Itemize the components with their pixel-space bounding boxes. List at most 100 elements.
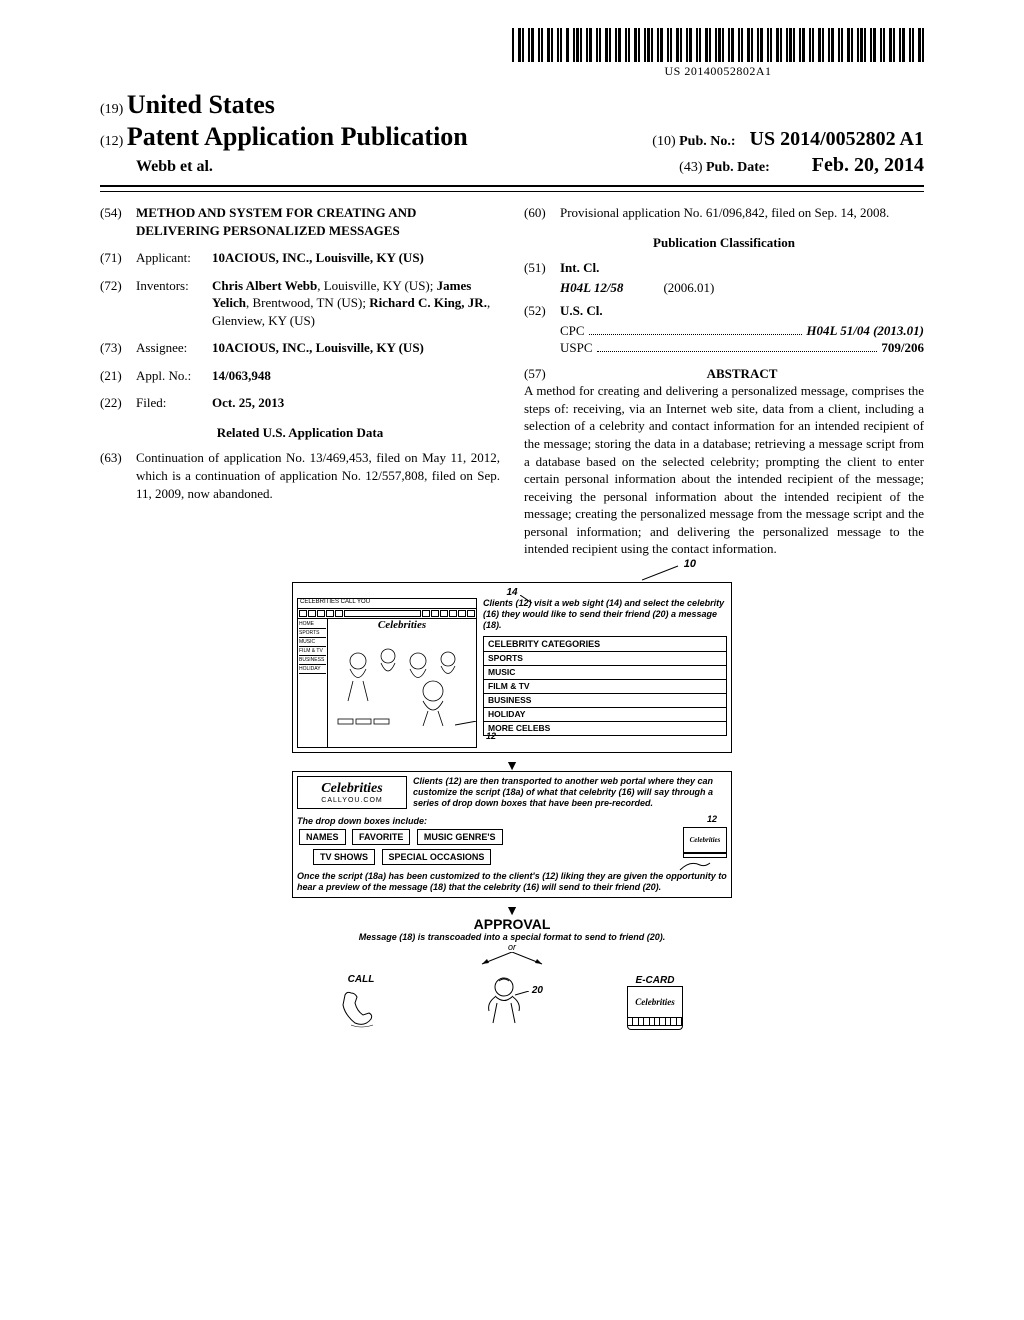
abstract-text: A method for creating and delivering a p… [524,382,924,557]
call-label: CALL [341,974,381,985]
person-icon [479,975,529,1029]
laptop-icon: Celebrities [627,986,683,1030]
pubno: US 2014/0052802 A1 [750,128,924,150]
applicant-text: 10ACIOUS, INC., Louisville, KY (US) [212,250,424,265]
cont-num: (63) [100,449,136,502]
dd-tvshows: TV SHOWS [313,849,375,865]
inventors-label: Inventors: [136,277,212,330]
divider-thick [100,185,924,187]
cat-item: HOLIDAY [484,708,726,722]
browser-sidebar: HOME SPORTS MUSIC FILM & TV BUSINESS HOL… [298,619,328,747]
uspc-val: 709/206 [881,339,924,357]
ref-14: 14 [506,587,517,598]
hand-sketch [675,855,719,875]
ecard-label: E-CARD [627,975,683,986]
barcode-block: US 20140052802A1 [512,28,924,79]
biblio-columns: (54) METHOD AND SYSTEM FOR CREATING AND … [100,204,924,558]
approval-heading: APPROVAL [292,916,732,932]
cpc-val-text: H04L 51/04 (2013.01) [806,323,924,338]
applicant-label: Applicant: [136,249,212,267]
browser-toolbar [298,609,476,619]
mini-logo: Celebrities [635,997,675,1007]
inventor-loc-2: , Brentwood, TN (US); [246,295,369,310]
left-column: (54) METHOD AND SYSTEM FOR CREATING AND … [100,204,500,558]
dd-favorite: FAVORITE [352,829,410,845]
intcl-code: H04L 12/58 [560,279,623,297]
filed-label: Filed: [136,394,212,412]
category-table: CELEBRITY CATEGORIES SPORTS MUSIC FILM &… [483,636,727,736]
intcl-num: (51) [524,259,560,277]
uscl-label: U.S. Cl. [560,302,924,320]
assignee: 10ACIOUS, INC., Louisville, KY (US) [212,339,500,357]
filed: Oct. 25, 2013 [212,394,500,412]
ref-10-leader: 10 [642,564,692,584]
abstract-num: (57) [524,365,560,383]
logo-subtitle: CALLYOU.COM [304,797,400,804]
country-prefix: (19) [100,102,123,117]
filed-num: (22) [100,394,136,412]
side-item: HOME [299,620,326,629]
browser-main: Celebrities [328,619,476,747]
figure-box-2: Celebrities CALLYOU.COM Clients (12) are… [292,771,732,899]
pubno-prefix: (10) [652,134,675,149]
uspc-label: USPC [560,339,593,357]
inventor-loc-1: , Louisville, KY (US); [317,278,436,293]
pubdate-label: Pub. Date: [706,160,770,175]
publication-type: Patent Application Publication [127,122,468,151]
side-item: FILM & TV [299,647,326,656]
abstract-label: ABSTRACT [560,365,924,383]
applno: 14/063,948 [212,367,500,385]
related-apps-title: Related U.S. Application Data [100,424,500,442]
assignee-text: 10ACIOUS, INC., Louisville, KY (US) [212,340,424,355]
dd-names: NAMES [299,829,346,845]
assignee-num: (73) [100,339,136,357]
or-label: or [292,942,732,952]
ref-12b: 12 [707,814,717,824]
side-item: SPORTS [299,629,326,638]
divider-thin [100,191,924,192]
celebrities-logo: Celebrities [304,781,400,797]
delivery-row: CALL [292,974,732,1031]
provisional: Provisional application No. 61/096,842, … [560,204,924,222]
classification-title: Publication Classification [524,234,924,252]
prov-num: (60) [524,204,560,222]
cat-item: MUSIC [484,666,726,680]
side-item: BUSINESS [299,656,326,665]
dotted-leader [597,351,878,352]
cat-item: BUSINESS [484,694,726,708]
uscl-num: (52) [524,302,560,320]
patent-title: METHOD AND SYSTEM FOR CREATING AND DELIV… [136,204,500,239]
computer-icon: Celebrities [683,827,727,858]
inventor-name-1: Chris Albert Webb [212,278,317,293]
applicant-num: (71) [100,249,136,267]
dd-intro: The drop down boxes include: [297,816,727,827]
caption-3: Once the script (18a) has been customize… [297,871,727,894]
title-num: (54) [100,204,136,239]
country: United States [127,90,275,119]
dotted-leader [589,334,803,335]
intcl-date: (2006.01) [663,279,714,297]
browser-mockup: CELEBRITIES CALL YOU HOME SPORTS MUSIC F… [297,598,477,748]
dd-music: MUSIC GENRE'S [417,829,503,845]
patent-header: (19) United States (12) Patent Applicati… [100,90,924,177]
inventor-name-3: Richard C. King, JR. [369,295,487,310]
mini-logo: Celebrities [690,836,721,844]
cat-header: CELEBRITY CATEGORIES [484,637,726,652]
inventors: Chris Albert Webb, Louisville, KY (US); … [212,277,500,330]
cat-item: FILM & TV [484,680,726,694]
pubdate: Feb. 20, 2014 [812,154,924,176]
people-sketch [328,631,473,726]
cpc-label: CPC [560,322,585,340]
ref-20: 20 [532,985,543,996]
figure-box-1: 14 CELEBRITIES CALL YOU HOME SPORTS MUSI… [292,582,732,753]
split-arrow-icon [462,952,562,966]
barcode [512,28,924,62]
approval-subtitle: Message (18) is transcoaded into a speci… [292,932,732,942]
continuation: Continuation of application No. 13/469,4… [136,449,500,502]
intcl-label: Int. Cl. [560,259,924,277]
dd-occasions: SPECIAL OCCASIONS [382,849,492,865]
cat-item: MORE CELEBS [484,722,726,735]
inventors-num: (72) [100,277,136,330]
applno-label: Appl. No.: [136,367,212,385]
side-item: HOLIDAY [299,665,326,674]
